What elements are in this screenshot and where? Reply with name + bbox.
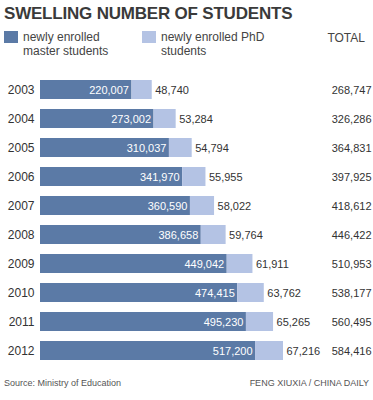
html-text:SWELLING NUMBER OF STUDENTS: SWELLING NUMBER OF STUDENTS [4, 4, 293, 23]
svg-text:59,764: 59,764 [229, 229, 263, 241]
svg-text:397,925: 397,925 [332, 171, 372, 183]
svg-text:474,415: 474,415 [195, 287, 235, 299]
svg-text:58,022: 58,022 [218, 200, 252, 212]
svg-text:386,658: 386,658 [159, 229, 199, 241]
svg-text:326,286: 326,286 [332, 113, 372, 125]
svg-text:341,970: 341,970 [140, 171, 180, 183]
svg-text:2010: 2010 [8, 286, 35, 300]
svg-text:61,911: 61,911 [256, 258, 289, 270]
svg-text:67,216: 67,216 [287, 345, 321, 357]
svg-text:364,831: 364,831 [332, 142, 372, 154]
svg-text:2007: 2007 [8, 199, 35, 213]
svg-text:2009: 2009 [8, 257, 35, 271]
svg-text:268,747: 268,747 [332, 84, 372, 96]
svg-text:2012: 2012 [8, 344, 35, 358]
svg-text:517,200: 517,200 [213, 345, 253, 357]
svg-text:2004: 2004 [8, 112, 35, 126]
svg-text:584,416: 584,416 [332, 345, 372, 357]
svg-text:449,042: 449,042 [184, 258, 224, 270]
svg-text:2003: 2003 [8, 83, 35, 97]
svg-text:2005: 2005 [8, 141, 35, 155]
svg-text:2011: 2011 [9, 315, 35, 329]
svg-text:360,590: 360,590 [148, 200, 188, 212]
svg-text:2006: 2006 [8, 170, 35, 184]
svg-text:510,953: 510,953 [332, 258, 372, 270]
svg-text:446,422: 446,422 [332, 229, 372, 241]
svg-text:418,612: 418,612 [332, 200, 372, 212]
svg-text:2008: 2008 [8, 228, 35, 242]
html-text:newly enrolled master students: newly enrolled master students [23, 30, 109, 58]
svg-text:48,740: 48,740 [155, 84, 189, 96]
svg-text:53,284: 53,284 [179, 113, 213, 125]
html-text:TOTAL: TOTAL [327, 31, 365, 45]
svg-text:273,002: 273,002 [111, 113, 151, 125]
svg-text:65,265: 65,265 [277, 316, 311, 328]
html-text:FENG XIUXIA / CHINA DAILY: FENG XIUXIA / CHINA DAILY [249, 378, 369, 388]
svg-text:55,955: 55,955 [209, 171, 243, 183]
svg-text:560,495: 560,495 [332, 316, 372, 328]
svg-text:495,230: 495,230 [204, 316, 244, 328]
html-text:Source: Ministry of Education: Source: Ministry of Education [4, 378, 122, 388]
svg-text:54,794: 54,794 [195, 142, 229, 154]
svg-text:538,177: 538,177 [332, 287, 372, 299]
svg-text:220,007: 220,007 [89, 84, 129, 96]
html-text:newly enrolled PhD students: newly enrolled PhD students [161, 30, 265, 58]
svg-text:63,762: 63,762 [267, 287, 301, 299]
svg-text:310,037: 310,037 [127, 142, 167, 154]
